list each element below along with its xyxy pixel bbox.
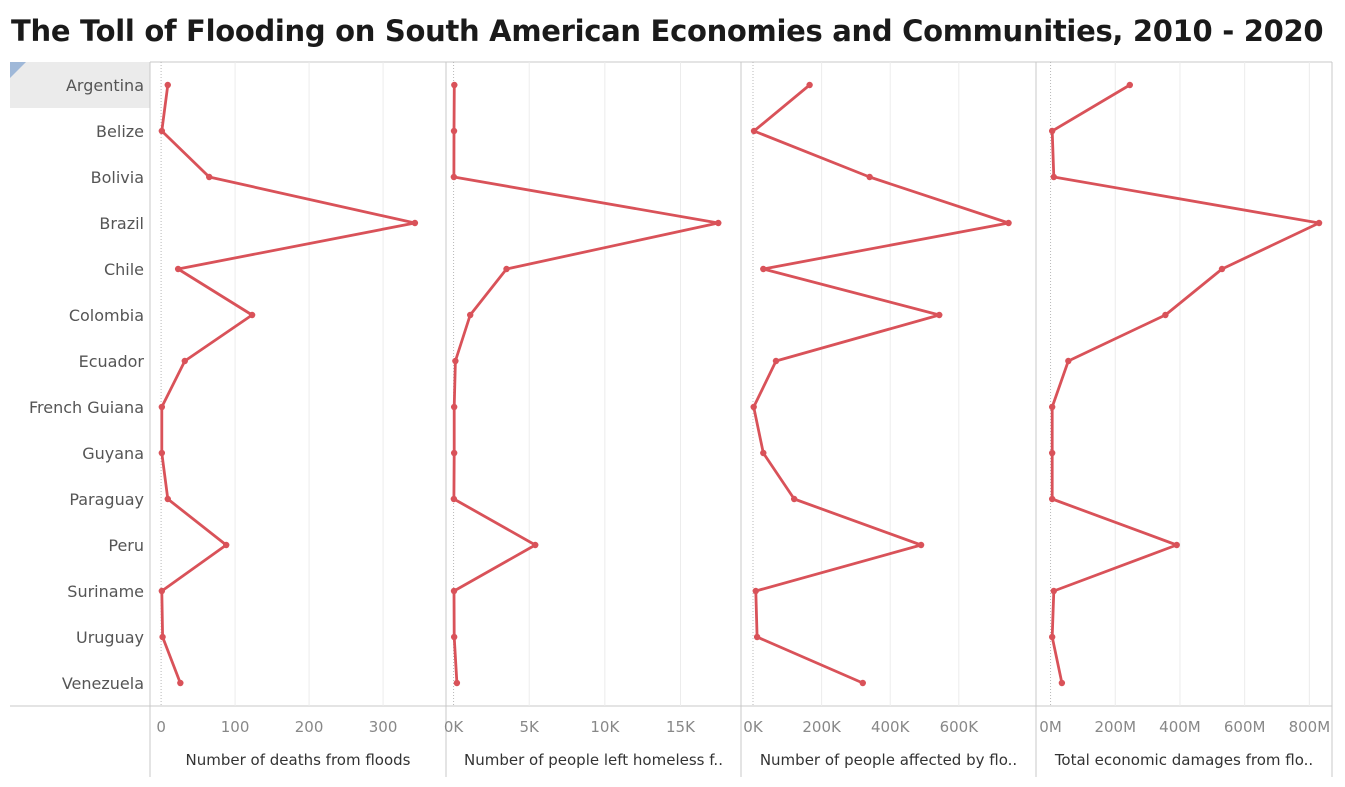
data-point-1-french-guiana[interactable]: [158, 403, 166, 411]
data-point-1-bolivia[interactable]: [206, 173, 213, 181]
chart-title: The Toll of Flooding on South American E…: [11, 14, 1324, 48]
data-point-4-bolivia[interactable]: [1050, 173, 1057, 181]
data-point-4-belize[interactable]: [1048, 127, 1056, 135]
row-label-colombia[interactable]: Colombia: [69, 306, 144, 325]
data-point-3-venezuela[interactable]: [859, 679, 866, 687]
row-label-suriname[interactable]: Suriname: [67, 582, 144, 601]
axis-title-3: Number of people affected by flo..: [760, 751, 1017, 769]
data-point-3-colombia[interactable]: [936, 311, 943, 319]
data-point-2-bolivia[interactable]: [450, 173, 458, 181]
row-label-belize[interactable]: Belize: [96, 122, 144, 141]
data-point-4-paraguay[interactable]: [1048, 495, 1056, 503]
data-point-2-peru[interactable]: [532, 541, 539, 549]
data-point-4-venezuela[interactable]: [1058, 679, 1066, 687]
highlighted-row-band: [10, 62, 150, 108]
data-point-3-ecuador[interactable]: [772, 357, 780, 365]
data-point-3-guyana[interactable]: [760, 449, 767, 457]
data-point-4-chile[interactable]: [1218, 265, 1226, 273]
tick-label-3-1: 200K: [802, 718, 842, 736]
tick-label-4-4: 800M: [1289, 718, 1331, 736]
row-label-ecuador[interactable]: Ecuador: [79, 352, 145, 371]
data-point-3-belize[interactable]: [750, 127, 758, 135]
tick-label-2-2: 10K: [590, 718, 620, 736]
row-label-argentina[interactable]: Argentina: [66, 76, 144, 95]
tick-label-3-0: 0K: [743, 718, 764, 736]
data-point-1-ecuador[interactable]: [181, 357, 188, 365]
data-point-3-uruguay[interactable]: [753, 633, 761, 641]
data-point-2-colombia[interactable]: [467, 311, 474, 319]
tick-label-4-3: 600M: [1224, 718, 1266, 736]
data-point-4-uruguay[interactable]: [1048, 633, 1056, 641]
series-line-3: [752, 83, 1010, 685]
tick-label-2-0: 0K: [444, 718, 465, 736]
data-point-4-french-guiana[interactable]: [1048, 403, 1056, 411]
data-point-3-peru[interactable]: [917, 541, 925, 549]
data-point-2-uruguay[interactable]: [450, 633, 458, 641]
data-point-4-ecuador[interactable]: [1065, 357, 1072, 365]
axis-title-2: Number of people left homeless f..: [464, 751, 723, 769]
series-line-4: [1050, 83, 1321, 685]
row-label-uruguay[interactable]: Uruguay: [76, 628, 144, 647]
tick-label-1-2: 200: [295, 718, 324, 736]
data-point-4-peru[interactable]: [1173, 541, 1180, 549]
data-point-2-french-guiana[interactable]: [450, 403, 458, 411]
data-point-1-chile[interactable]: [174, 265, 182, 273]
row-label-bolivia[interactable]: Bolivia: [91, 168, 144, 187]
tick-label-1-0: 0: [156, 718, 166, 736]
data-point-3-chile[interactable]: [760, 265, 767, 273]
data-point-3-french-guiana[interactable]: [750, 403, 757, 411]
row-label-paraguay[interactable]: Paraguay: [69, 490, 144, 509]
data-point-1-colombia[interactable]: [248, 311, 256, 319]
row-label-french-guiana[interactable]: French Guiana: [29, 398, 144, 417]
tick-label-4-0: 0M: [1039, 718, 1062, 736]
data-point-2-ecuador[interactable]: [452, 357, 459, 365]
tick-label-3-3: 600K: [940, 718, 980, 736]
data-point-2-suriname[interactable]: [450, 587, 458, 595]
data-point-1-brazil[interactable]: [411, 219, 419, 227]
tick-label-4-2: 400M: [1159, 718, 1201, 736]
data-point-2-paraguay[interactable]: [450, 495, 458, 503]
data-point-4-colombia[interactable]: [1162, 311, 1169, 319]
data-point-1-suriname[interactable]: [158, 587, 166, 595]
data-point-2-guyana[interactable]: [450, 449, 458, 457]
corner-marker-icon: [10, 62, 26, 78]
data-point-3-argentina[interactable]: [806, 81, 813, 89]
data-point-2-venezuela[interactable]: [453, 679, 461, 687]
tick-label-1-3: 300: [369, 718, 398, 736]
data-point-2-argentina[interactable]: [451, 81, 458, 89]
data-point-1-paraguay[interactable]: [164, 495, 171, 503]
data-point-4-brazil[interactable]: [1315, 219, 1323, 227]
data-point-3-suriname[interactable]: [752, 587, 759, 595]
tick-label-2-1: 5K: [520, 718, 541, 736]
data-point-1-argentina[interactable]: [164, 81, 171, 89]
data-point-2-brazil[interactable]: [715, 219, 722, 227]
data-point-3-bolivia[interactable]: [866, 173, 873, 181]
axis-title-4: Total economic damages from flo..: [1054, 751, 1313, 769]
data-point-1-belize[interactable]: [158, 127, 166, 135]
row-label-chile[interactable]: Chile: [104, 260, 144, 279]
axis-title-1: Number of deaths from floods: [186, 751, 411, 769]
data-point-1-guyana[interactable]: [158, 449, 166, 457]
data-point-2-belize[interactable]: [450, 127, 458, 135]
tick-label-4-1: 200M: [1094, 718, 1136, 736]
data-point-4-suriname[interactable]: [1050, 587, 1057, 595]
row-label-brazil[interactable]: Brazil: [99, 214, 144, 233]
row-label-venezuela[interactable]: Venezuela: [62, 674, 144, 693]
data-point-1-peru[interactable]: [223, 541, 230, 549]
tick-label-2-3: 15K: [666, 718, 696, 736]
data-point-1-venezuela[interactable]: [177, 679, 184, 687]
data-point-1-uruguay[interactable]: [159, 633, 166, 641]
row-label-peru[interactable]: Peru: [108, 536, 144, 555]
data-point-2-chile[interactable]: [503, 265, 510, 273]
series-line-1: [160, 83, 417, 685]
row-label-guyana[interactable]: Guyana: [82, 444, 144, 463]
series-line-2: [452, 83, 720, 685]
data-point-3-paraguay[interactable]: [790, 495, 798, 503]
tick-label-3-2: 400K: [871, 718, 911, 736]
data-point-4-argentina[interactable]: [1126, 81, 1134, 89]
tick-label-1-1: 100: [221, 718, 250, 736]
data-point-3-brazil[interactable]: [1005, 219, 1012, 227]
data-point-4-guyana[interactable]: [1048, 449, 1056, 457]
